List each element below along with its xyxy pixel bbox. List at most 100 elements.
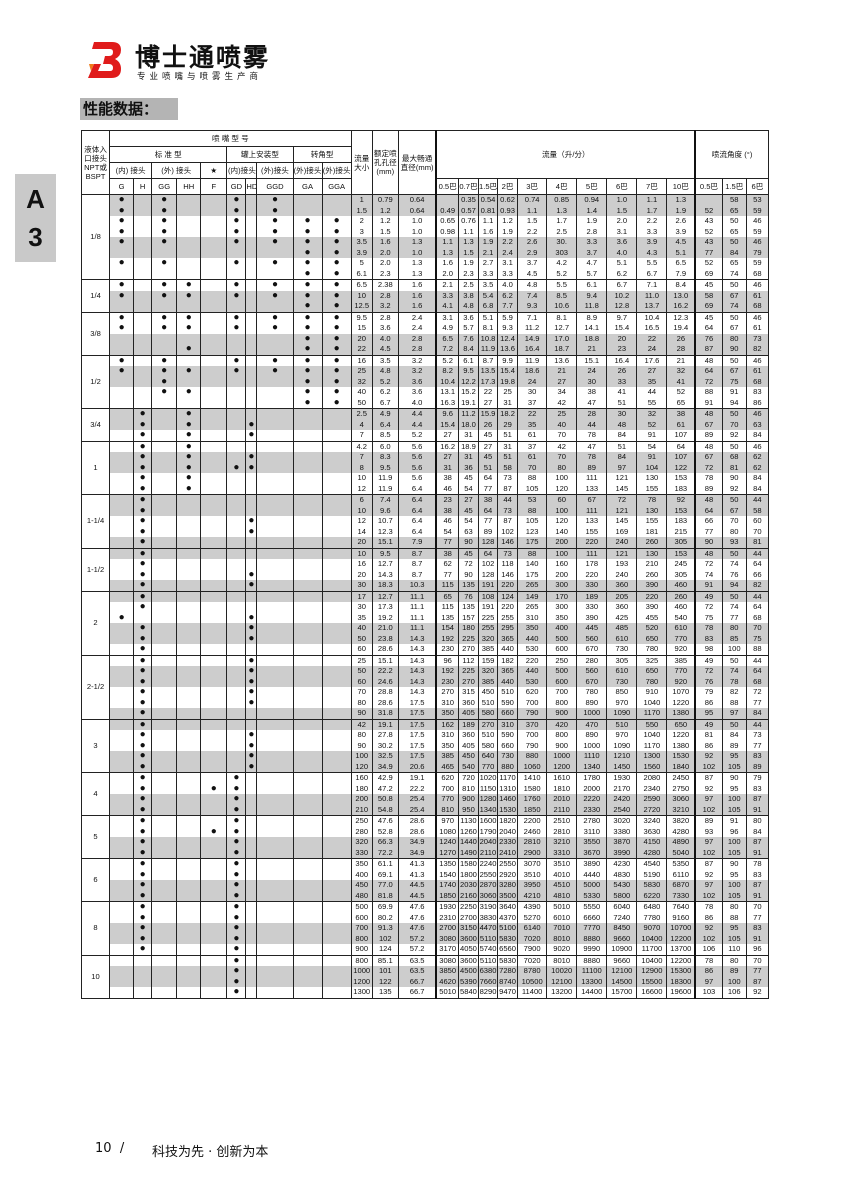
- flow-value: 305: [666, 537, 696, 548]
- model-available-dot: ●: [256, 354, 294, 366]
- flow-value: 3670: [576, 847, 608, 859]
- flow-value: 70: [546, 430, 578, 441]
- model-available-dot: ●: [226, 869, 247, 880]
- flow-value: 590: [497, 697, 519, 708]
- flow-size: 50: [350, 666, 373, 677]
- max-passage: 57.2: [397, 933, 437, 944]
- orifice-diameter: 124: [371, 944, 399, 955]
- flow-value: 8.5: [546, 290, 578, 301]
- model-cell: [292, 205, 323, 216]
- flow-value: 900: [546, 740, 578, 751]
- orifice-diameter: 21.0: [371, 623, 399, 634]
- footer-motto: 科技为先 · 创新为本: [152, 1145, 269, 1160]
- model-cell: [109, 452, 135, 463]
- flow-value: 260: [636, 569, 668, 580]
- model-cell: [321, 590, 352, 602]
- model-cell: [292, 751, 323, 762]
- spray-angle: 84: [745, 826, 770, 837]
- flow-value: 720: [457, 772, 480, 784]
- spray-angle: 75: [721, 376, 747, 387]
- max-passage: 17.5: [397, 708, 437, 719]
- flow-value: 7.2: [435, 344, 459, 355]
- flow-size: 25: [350, 654, 373, 666]
- spray-angle: 105: [721, 761, 747, 773]
- model-cell: [176, 976, 202, 987]
- model-cell: [109, 590, 135, 602]
- inlet-size: 3/4: [80, 408, 111, 442]
- model-cell: [256, 473, 294, 484]
- flow-value: 200: [546, 537, 578, 548]
- flow-value: 7020: [517, 954, 548, 966]
- flow-value: 510: [477, 730, 499, 741]
- model-cell: [245, 783, 258, 794]
- model-header-ga: GA: [292, 178, 323, 195]
- flow-value: 215: [666, 526, 696, 537]
- model-cell: [245, 559, 258, 570]
- model-available-dot: ●: [133, 730, 153, 741]
- flow-value: 1740: [435, 880, 459, 891]
- inlet-size: 1-1/2: [80, 547, 111, 592]
- model-cell: [109, 516, 135, 527]
- model-cell: [321, 623, 352, 634]
- flow-size: 120: [350, 761, 373, 773]
- flow-value: 2700: [457, 912, 480, 923]
- flow-value: 5830: [636, 880, 668, 891]
- flow-value: 640: [477, 751, 499, 762]
- model-cell: [245, 912, 258, 923]
- model-cell: [256, 569, 294, 580]
- spray-angle: 70: [745, 623, 770, 634]
- model-cell: [176, 761, 202, 773]
- outer-conn-header: (外) 接头: [151, 162, 202, 179]
- flow-value: 2040: [477, 837, 499, 848]
- flow-value: 4.0: [606, 247, 638, 258]
- max-passage: 44.5: [397, 880, 437, 891]
- max-passage: 47.6: [397, 923, 437, 934]
- model-available-dot: ●: [133, 462, 153, 473]
- model-cell: [133, 376, 153, 387]
- orifice-diameter: 47.6: [371, 815, 399, 827]
- flow-value: 2.8: [576, 226, 608, 237]
- max-passage: 2.4: [397, 311, 437, 323]
- flow-value: 1090: [606, 740, 638, 751]
- model-cell: [245, 279, 258, 291]
- flow-size: 25: [350, 366, 373, 377]
- flow-value: 64: [666, 440, 696, 452]
- flow-value: 255: [497, 612, 519, 623]
- angle-outer-header-2: (外)接头: [321, 162, 352, 179]
- tank-outer-header: (外)接头: [256, 162, 294, 179]
- model-cell: [200, 408, 228, 420]
- flow-value: 45: [457, 547, 480, 559]
- pressure-header: 0.7巴: [457, 178, 480, 195]
- flow-value: 225: [457, 666, 480, 677]
- flow-value: 1060: [517, 761, 548, 773]
- flow-value: 5350: [666, 858, 696, 870]
- flow-value: 16.5: [636, 323, 668, 334]
- flow-value: 1.1: [636, 194, 668, 206]
- flow-value: 580: [477, 708, 499, 719]
- model-cell: [109, 837, 135, 848]
- flow-value: 15700: [606, 987, 638, 999]
- spray-angle: 50: [721, 311, 747, 323]
- model-cell: [245, 440, 258, 452]
- flow-value: 465: [435, 761, 459, 773]
- flow-value: 310: [435, 697, 459, 708]
- flow-value: 14400: [576, 987, 608, 999]
- flow-value: 4010: [546, 869, 578, 880]
- model-cell: [321, 708, 352, 719]
- table-row: ● ● 80 27.8 17.5 310 360 510 590 700 800 890 970 1040…: [82, 730, 770, 741]
- flow-value: 35: [636, 376, 668, 387]
- flow-value: 124: [497, 590, 519, 602]
- table-row: ● ● ● 280 52.8 28.6 1080 1260 1790 2040 2460 2810 31…: [82, 826, 770, 837]
- flow-value: 510: [606, 718, 638, 730]
- model-cell: [321, 687, 352, 698]
- table-row: ● ● 100 32.5 17.5 385 450 640 730 880 1000 1110 1210…: [82, 751, 770, 762]
- model-available-dot: ●: [133, 537, 153, 548]
- flow-value: 5830: [497, 933, 519, 944]
- flow-value: 4.5: [666, 237, 696, 248]
- flow-value: 303: [546, 247, 578, 258]
- flow-size: 9.5: [350, 311, 373, 323]
- model-cell: [151, 590, 178, 602]
- model-cell: [321, 612, 352, 623]
- model-available-dot: ●: [292, 387, 323, 398]
- model-available-dot: ●: [245, 452, 258, 463]
